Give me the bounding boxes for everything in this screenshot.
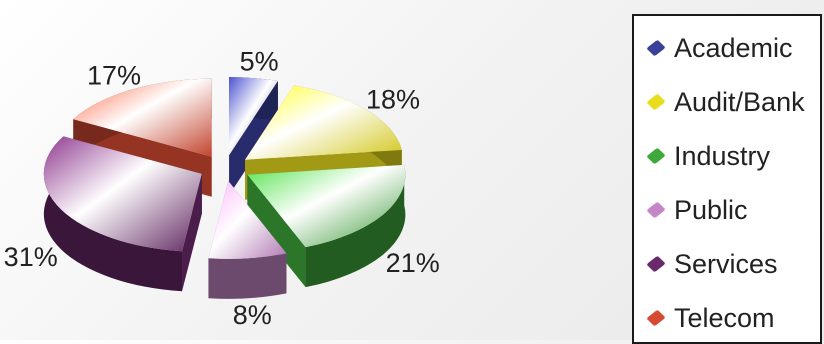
pie-slice-top (245, 85, 402, 160)
legend-item-academic: Academic (646, 28, 793, 68)
legend-swatch-telecom (646, 309, 666, 327)
legend-item-audit-bank: Audit/Bank (646, 82, 805, 122)
pie-value-labels: 5% 18% 21% 8% 31% 17% (4, 47, 440, 330)
data-label-industry: 21% (386, 248, 440, 278)
legend-label-public: Public (674, 194, 748, 225)
pie-slice-industry (247, 164, 406, 288)
pie-slice-public (208, 180, 287, 299)
data-label-audit-bank: 18% (366, 84, 420, 114)
legend-label-audit-bank: Audit/Bank (674, 86, 805, 117)
pie-slice-wall (247, 174, 306, 288)
pie-slice-top (208, 180, 287, 259)
pie-slice-academic (229, 77, 278, 196)
legend-swatch-public (646, 201, 666, 219)
data-label-services: 31% (4, 242, 58, 272)
chart-legend: Academic Audit/Bank Industry Public Serv… (632, 14, 822, 344)
legend-label-telecom: Telecom (674, 302, 775, 333)
legend-swatch-academic (646, 39, 666, 57)
pie-slice-services (43, 136, 202, 292)
legend-item-telecom: Telecom (646, 298, 775, 338)
data-label-academic: 5% (240, 47, 279, 77)
pie-slice-side (305, 164, 406, 288)
legend-swatch-audit-bank (646, 93, 666, 111)
data-label-public: 8% (233, 300, 272, 330)
pie-slice-top (43, 136, 202, 252)
legend-item-services: Services (646, 244, 778, 284)
legend-label-services: Services (674, 248, 778, 279)
pie-slice-top (229, 77, 278, 156)
legend-swatch-services (646, 255, 666, 273)
pie-slice-side (208, 253, 287, 299)
legend-item-industry: Industry (646, 136, 771, 176)
pie-slice-top (247, 164, 406, 248)
pie-slice-side (43, 136, 183, 292)
legend-label-academic: Academic (674, 32, 793, 63)
data-label-telecom: 17% (87, 60, 141, 90)
pie-slices (43, 77, 406, 299)
legend-swatch-industry (646, 147, 666, 165)
pie-slice-top (73, 78, 212, 157)
legend-item-public: Public (646, 190, 748, 230)
legend-label-industry: Industry (674, 140, 771, 171)
